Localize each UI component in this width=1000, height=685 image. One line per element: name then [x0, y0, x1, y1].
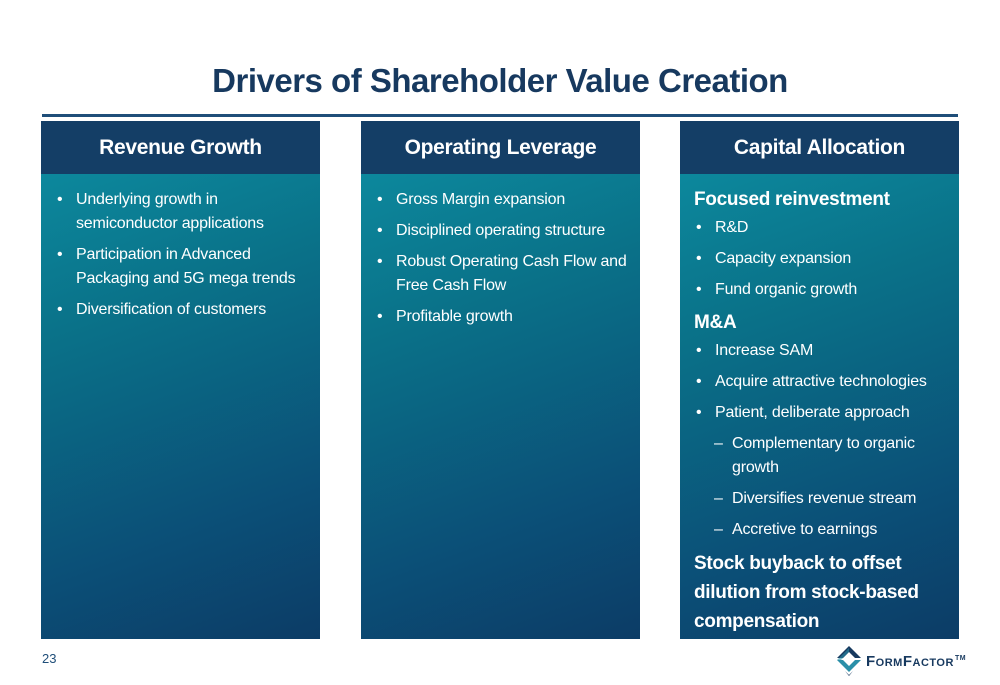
list-item: Diversification of customers [55, 298, 310, 322]
list-item: Fund organic growth [694, 278, 951, 302]
list-item: Profitable growth [375, 305, 630, 329]
capital-allocation-heading: Capital Allocation [680, 121, 959, 174]
list-item: Robust Operating Cash Flow and Free Cash… [375, 250, 630, 298]
list-item: Diversifies revenue stream [712, 487, 951, 511]
reinvestment-list: R&D Capacity expansion Fund organic grow… [694, 214, 951, 302]
ma-list: Increase SAM Acquire attractive technolo… [694, 337, 951, 425]
list-item: Participation in Advanced Packaging and … [55, 243, 310, 291]
list-item: R&D [694, 216, 951, 240]
reinvestment-heading: Focused reinvestment [694, 189, 890, 210]
ma-heading: M&A [694, 312, 737, 333]
operating-leverage-heading: Operating Leverage [361, 121, 640, 174]
operating-leverage-list: Gross Margin expansion Disciplined opera… [361, 174, 640, 329]
page-number: 23 [42, 651, 57, 666]
list-item: Disciplined operating structure [375, 219, 630, 243]
list-item: Increase SAM [694, 339, 951, 363]
revenue-growth-panel: Revenue Growth Underlying growth in semi… [41, 121, 320, 639]
operating-leverage-panel: Operating Leverage Gross Margin expansio… [361, 121, 640, 639]
list-item: Gross Margin expansion [375, 188, 630, 212]
stock-buyback-text: Stock buyback to offset dilution from st… [694, 553, 919, 632]
list-item: Patient, deliberate approach [694, 401, 951, 425]
title-divider [42, 114, 958, 117]
formfactor-logo: FORMFACTORTM [836, 644, 966, 678]
list-item: Complementary to organic growth [712, 432, 951, 480]
list-item: Accretive to earnings [712, 518, 951, 542]
slide-title: Drivers of Shareholder Value Creation [212, 62, 788, 99]
list-item: Underlying growth in semiconductor appli… [55, 188, 310, 236]
capital-allocation-content: Focused reinvestment R&D Capacity expans… [680, 174, 959, 636]
list-item: Acquire attractive technologies [694, 370, 951, 394]
revenue-growth-heading: Revenue Growth [41, 121, 320, 174]
revenue-growth-list: Underlying growth in semiconductor appli… [41, 174, 320, 322]
ma-sub-list: Complementary to organic growth Diversif… [694, 432, 951, 542]
formfactor-logo-icon [836, 645, 862, 677]
capital-allocation-panel: Capital Allocation Focused reinvestment … [680, 121, 959, 639]
list-item: Capacity expansion [694, 247, 951, 271]
logo-wordmark: FORMFACTORTM [866, 652, 967, 670]
